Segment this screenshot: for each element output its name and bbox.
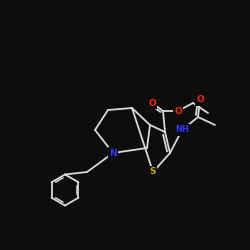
Text: O: O	[148, 98, 156, 108]
Text: O: O	[174, 106, 182, 116]
Text: N: N	[109, 148, 117, 158]
Text: NH: NH	[175, 126, 189, 134]
Text: S: S	[150, 168, 156, 176]
Text: O: O	[196, 96, 204, 104]
